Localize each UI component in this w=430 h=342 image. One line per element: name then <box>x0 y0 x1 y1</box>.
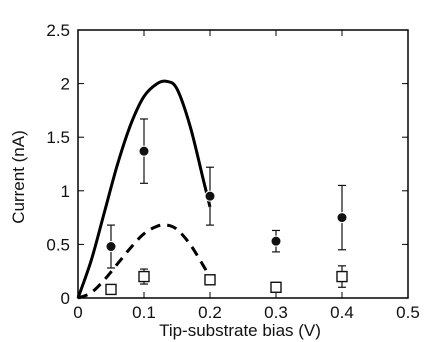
x-tick-label: 0 <box>73 303 82 322</box>
data-point-square <box>270 281 282 293</box>
data-point-square <box>105 283 117 296</box>
data-point-square <box>204 274 216 286</box>
x-tick-label: 0.2 <box>198 303 222 322</box>
y-axis-ticks: 0 0.5 1 1.5 2 2.5 <box>46 21 408 308</box>
data-point-circle <box>138 145 150 157</box>
x-tick-label: 0.5 <box>396 303 420 322</box>
data-point-square <box>336 270 348 283</box>
data-point-circle <box>204 190 216 202</box>
y-axis-label: Current (nA) <box>9 130 28 224</box>
data-point-circle <box>105 241 117 253</box>
fit-curves <box>76 79 212 300</box>
y-tick-label: 0 <box>61 289 70 308</box>
data-point-circle <box>270 235 282 247</box>
y-tick-label: 2 <box>61 75 70 94</box>
x-tick-label: 0.1 <box>132 303 156 322</box>
x-tick-label: 0.3 <box>264 303 288 322</box>
y-tick-label: 2.5 <box>46 21 70 40</box>
y-tick-label: 1 <box>61 182 70 201</box>
data-point-square <box>138 270 150 283</box>
y-tick-label: 1.5 <box>46 128 70 147</box>
solid-fit-curve <box>76 79 212 299</box>
data-markers <box>105 118 348 296</box>
x-tick-label: 0.4 <box>330 303 354 322</box>
data-point-circle <box>336 212 348 224</box>
y-tick-label: 0.5 <box>46 235 70 254</box>
x-axis-ticks: 0 0.1 0.2 0.3 0.4 0.5 <box>73 30 420 322</box>
plot-frame <box>77 29 409 299</box>
x-axis-label: Tip-substrate bias (V) <box>159 321 321 340</box>
